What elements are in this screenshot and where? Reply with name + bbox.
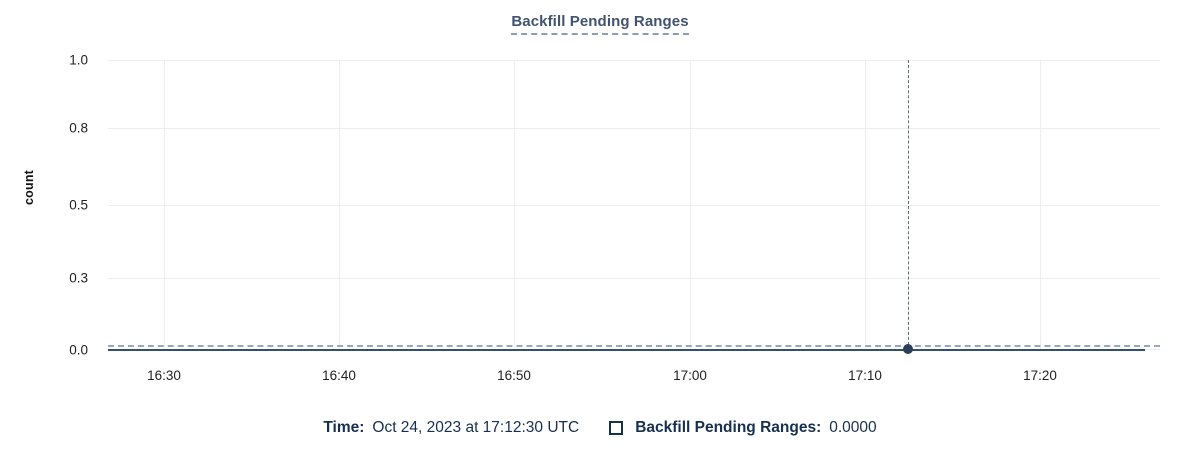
- gridline-horizontal: [108, 278, 1160, 279]
- x-tick-label: 17:20: [1023, 368, 1057, 383]
- legend-item-backfill-pending-ranges[interactable]: Backfill Pending Ranges: 0.0000: [609, 419, 877, 437]
- time-value: Oct 24, 2023 at 17:12:30 UTC: [372, 419, 580, 436]
- gridline-vertical: [865, 60, 866, 350]
- crosshair-line: [908, 60, 909, 350]
- y-tick-label: 1.0: [69, 52, 88, 68]
- x-tick-label: 17:00: [673, 368, 707, 383]
- y-tick-label: 0.0: [69, 342, 88, 358]
- legend-checkbox-icon[interactable]: [609, 421, 624, 435]
- y-tick-label: 0.3: [69, 270, 88, 286]
- legend-series-label: Backfill Pending Ranges:: [635, 419, 822, 436]
- gridline-vertical: [164, 60, 165, 350]
- chart-title: Backfill Pending Ranges: [0, 13, 1200, 35]
- gridline-horizontal: [108, 205, 1160, 206]
- series-line-backfill-pending-ranges: [108, 349, 1145, 351]
- gridline-vertical: [339, 60, 340, 350]
- gridline-vertical: [514, 60, 515, 350]
- chart-title-text: Backfill Pending Ranges: [511, 13, 689, 35]
- gridline-vertical: [1040, 60, 1041, 350]
- y-axis-title: count: [22, 169, 36, 205]
- legend-series-value: 0.0000: [829, 419, 877, 436]
- hovered-data-point[interactable]: [903, 344, 913, 354]
- y-tick-label: 0.5: [69, 197, 88, 213]
- gridline-horizontal: [108, 128, 1160, 129]
- series-line-dashed: [108, 345, 1160, 347]
- x-tick-label: 16:50: [497, 368, 531, 383]
- y-axis-tick-labels: 1.0 0.8 0.5 0.3 0.0: [44, 0, 88, 466]
- y-tick-label: 0.8: [69, 120, 88, 136]
- chart-footer: Time: Oct 24, 2023 at 17:12:30 UTC Backf…: [0, 419, 1200, 437]
- gridline-vertical: [690, 60, 691, 350]
- time-label: Time:: [323, 419, 365, 436]
- x-tick-label: 16:40: [322, 368, 356, 383]
- x-tick-label: 16:30: [147, 368, 181, 383]
- x-tick-label: 17:10: [848, 368, 882, 383]
- x-axis-tick-labels: 16:30 16:40 16:50 17:00 17:10 17:20: [0, 368, 1200, 390]
- time-readout: Time: Oct 24, 2023 at 17:12:30 UTC: [323, 419, 579, 437]
- gridline-horizontal: [108, 60, 1160, 61]
- plot-area[interactable]: [108, 60, 1160, 350]
